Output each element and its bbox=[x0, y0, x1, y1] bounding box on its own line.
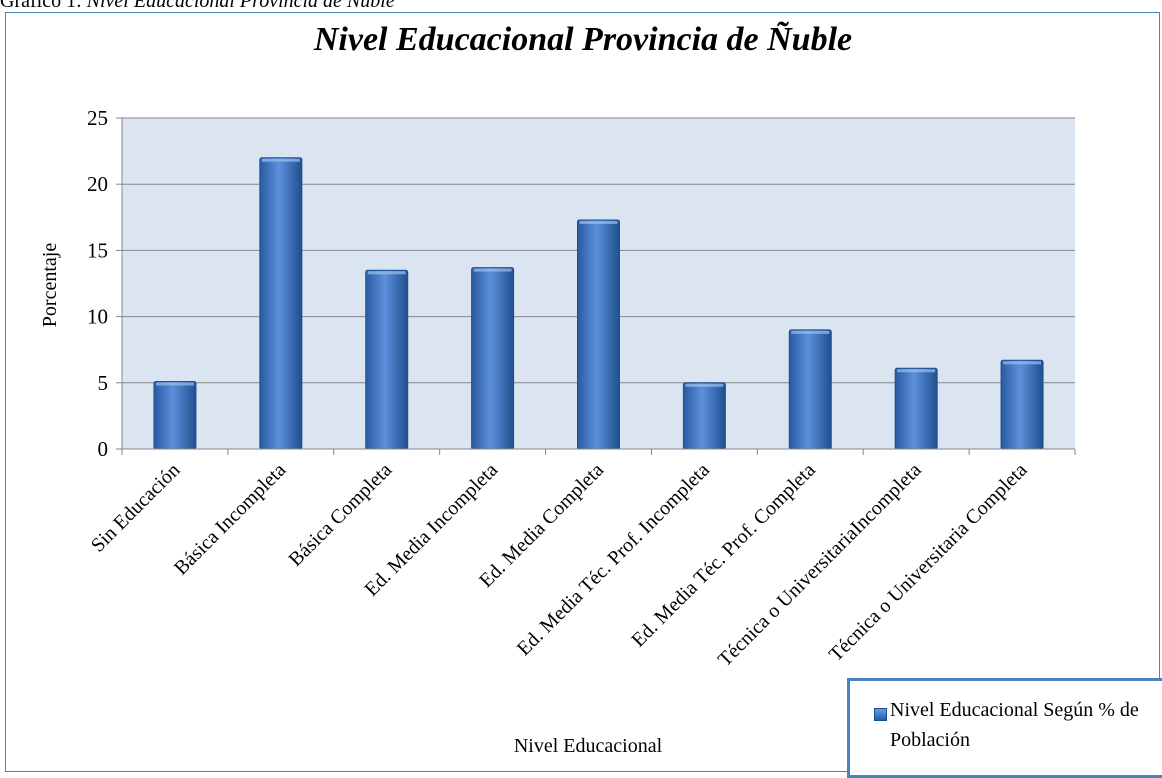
bar-highlight bbox=[791, 330, 830, 334]
x-axis-label: Nivel Educacional bbox=[514, 735, 663, 757]
y-tick-label: 25 bbox=[87, 106, 108, 130]
bar-highlight bbox=[367, 271, 406, 275]
x-tick-label: Técnica o Universitaria Completa bbox=[825, 459, 1032, 666]
legend-label: Nivel Educacional Según % de Población bbox=[890, 699, 1139, 751]
bar-highlight bbox=[473, 268, 512, 272]
x-tick-label: Técnica o UniversitariaIncompleta bbox=[714, 459, 926, 671]
x-tick-label: Básica Incompleta bbox=[170, 459, 290, 579]
bar-highlight bbox=[685, 383, 724, 387]
bar bbox=[894, 367, 938, 450]
caption-text: Nivel Educacional Provincia de Ñuble bbox=[86, 0, 395, 12]
y-tick-label: 20 bbox=[87, 172, 108, 196]
figure-caption: Grafico 1: Nivel Educacional Provincia d… bbox=[0, 0, 395, 13]
chart-title: Nivel Educacional Provincia de Ñuble bbox=[313, 21, 852, 58]
x-tick-label: Sin Educación bbox=[87, 459, 185, 557]
bar-chart: Nivel Educacional Provincia de Ñuble 0 5 1… bbox=[39, 21, 1076, 757]
y-tick-label: 5 bbox=[98, 371, 109, 395]
axes bbox=[121, 118, 1076, 455]
caption-label: Grafico 1: bbox=[0, 0, 82, 12]
y-tick-label: 0 bbox=[98, 437, 109, 461]
bar bbox=[788, 329, 832, 450]
y-tick-label: 15 bbox=[87, 238, 108, 262]
y-axis-label: Porcentaje bbox=[39, 243, 61, 328]
bar-highlight bbox=[579, 220, 618, 224]
bar bbox=[682, 382, 726, 450]
y-tick-label: 10 bbox=[87, 305, 108, 329]
legend-swatch bbox=[874, 708, 887, 721]
x-tick-label: Básica Completa bbox=[284, 459, 396, 571]
bar bbox=[577, 219, 620, 450]
bar bbox=[471, 267, 515, 450]
bar bbox=[153, 380, 197, 450]
bar-highlight bbox=[261, 158, 300, 162]
bar-highlight bbox=[155, 382, 194, 386]
legend: Nivel Educacional Según % de Población bbox=[847, 678, 1162, 778]
x-tick-label: Ed. Media Téc. Prof. Incompleta bbox=[513, 459, 714, 660]
bars bbox=[153, 157, 1044, 450]
bar-highlight bbox=[897, 369, 936, 373]
bar bbox=[259, 157, 303, 450]
x-tick-label: Ed. Media Téc. Prof. Completa bbox=[627, 459, 820, 652]
bar bbox=[1000, 359, 1044, 450]
bar bbox=[365, 269, 409, 450]
y-tick-labels: 0 5 10 15 20 25 bbox=[87, 106, 108, 461]
bar-highlight bbox=[1003, 361, 1042, 365]
